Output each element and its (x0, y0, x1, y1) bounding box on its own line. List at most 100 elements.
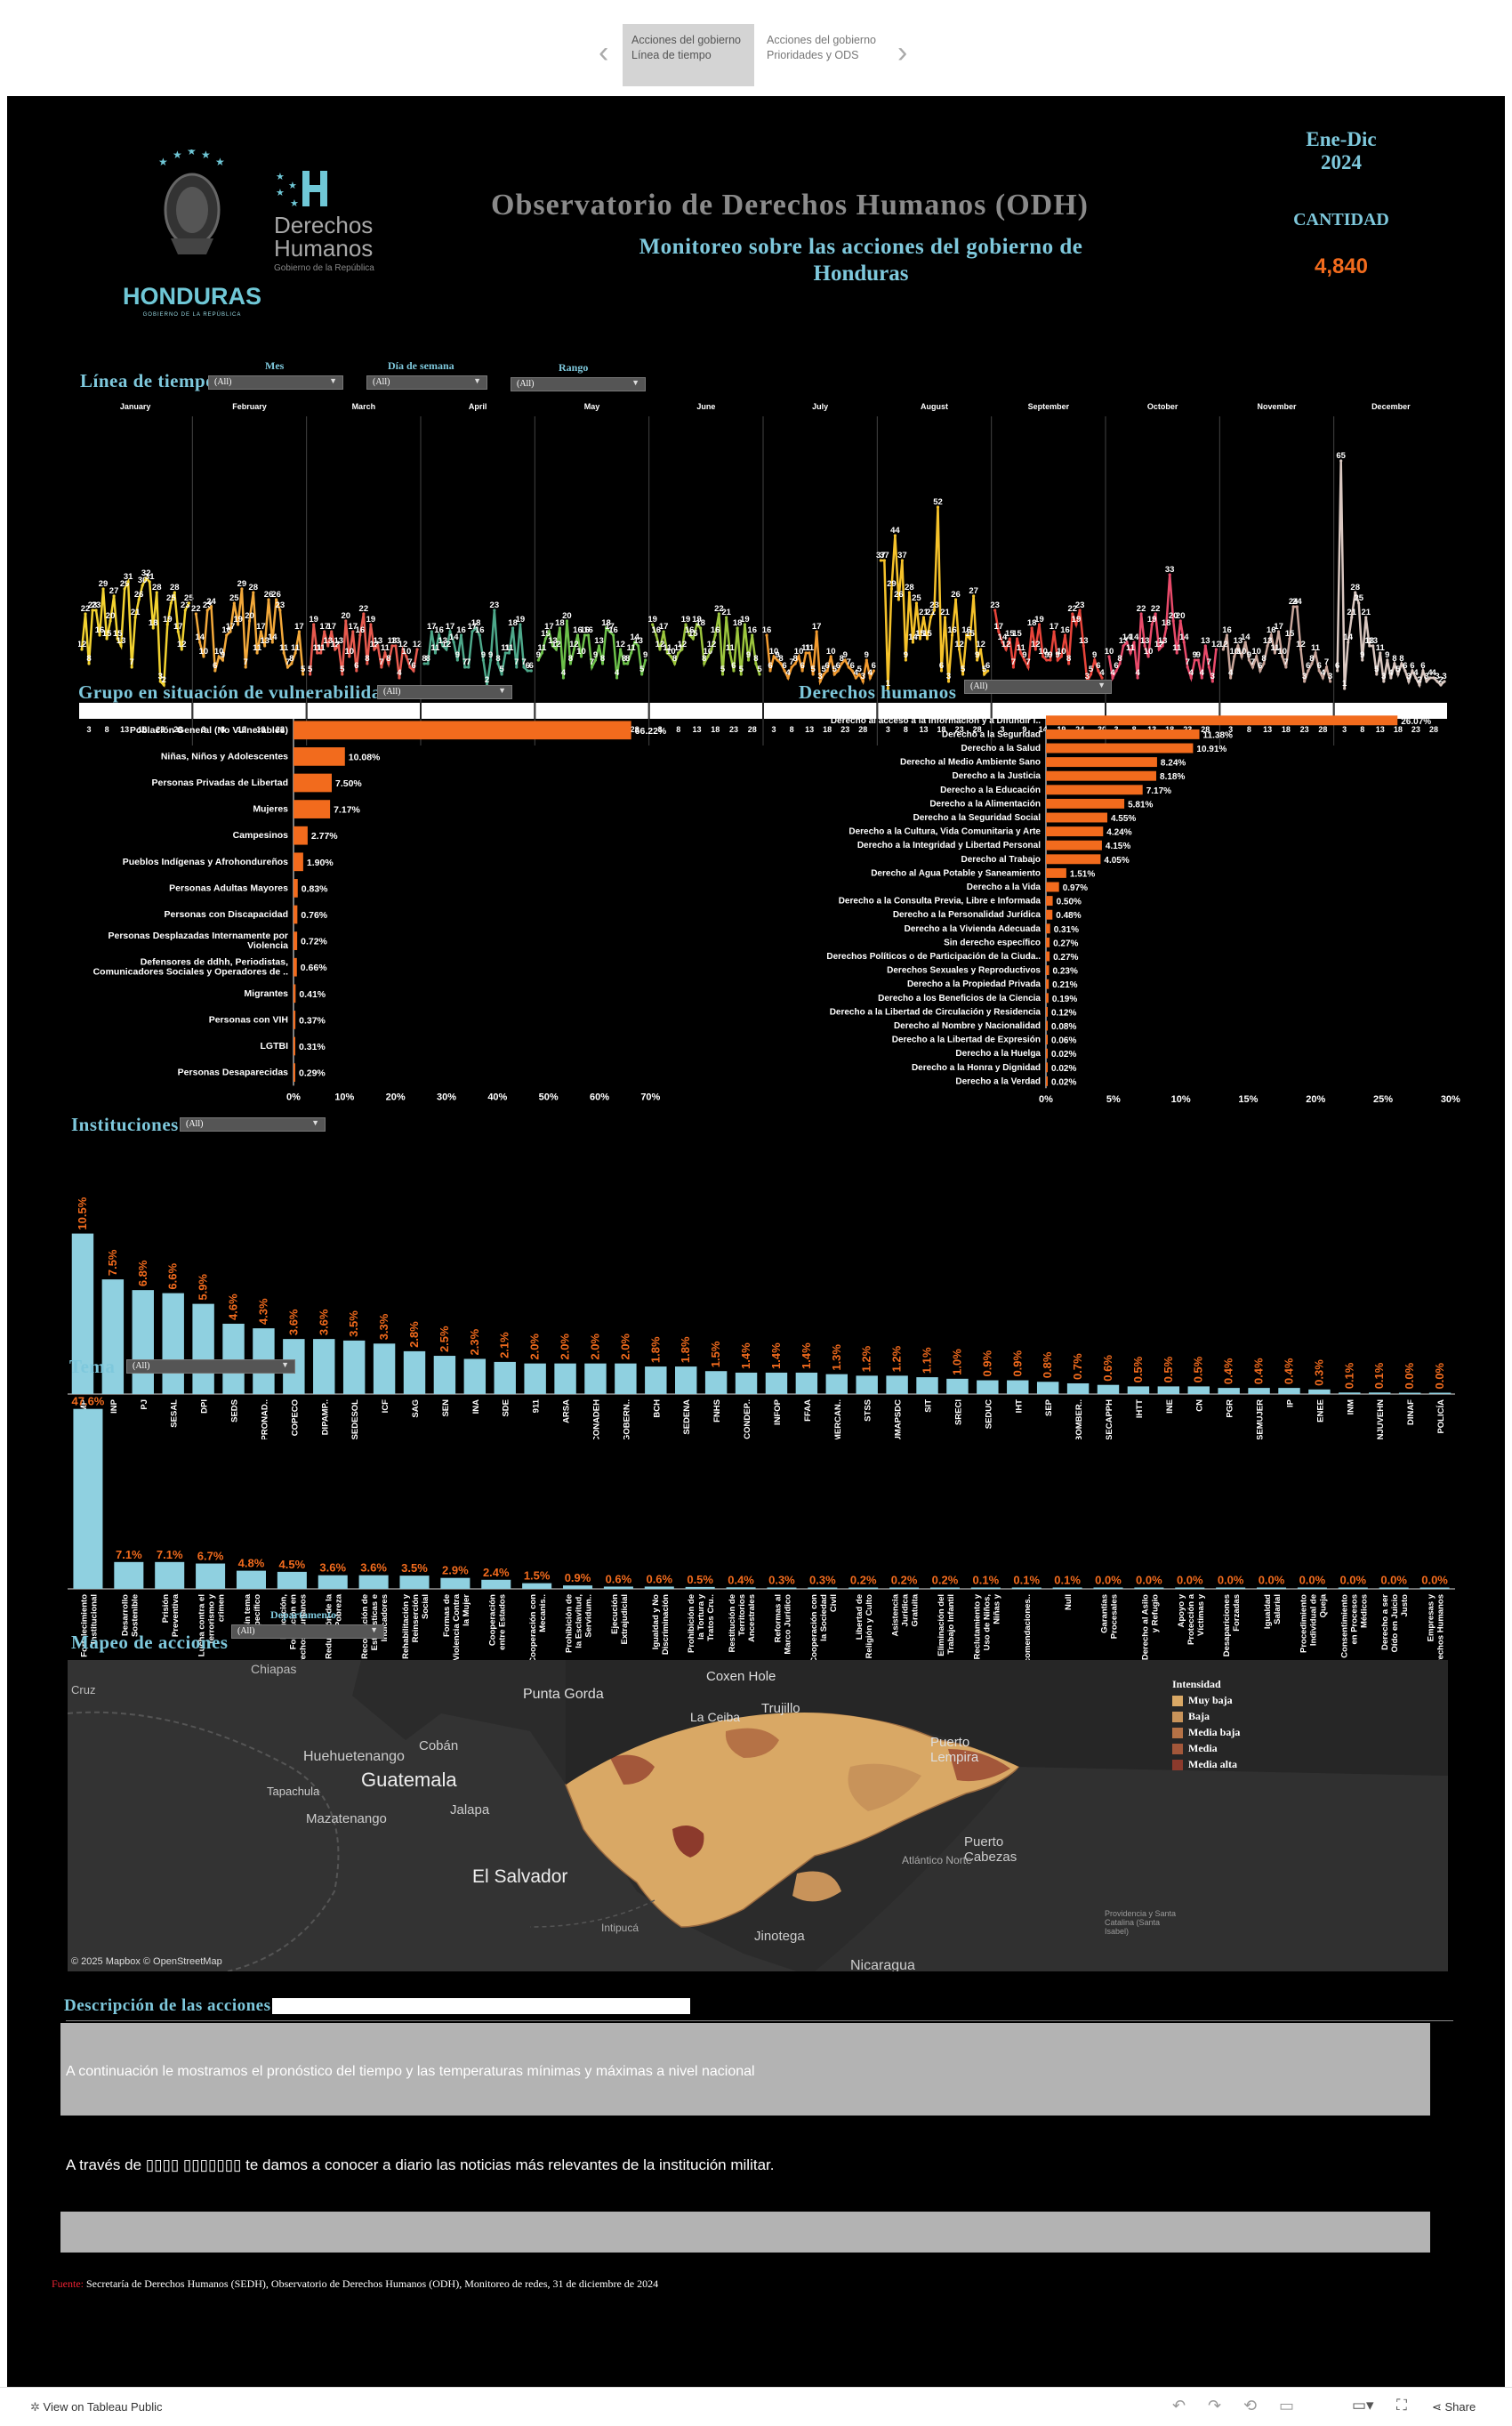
timeline-point[interactable] (1229, 676, 1233, 680)
bar[interactable] (929, 1587, 960, 1590)
timeline-point[interactable] (1097, 669, 1100, 673)
bar[interactable] (294, 852, 303, 872)
timeline-point[interactable] (637, 644, 640, 648)
timeline-point[interactable] (936, 505, 940, 509)
timeline-point[interactable] (717, 612, 720, 616)
timeline-point[interactable] (665, 651, 669, 655)
timeline-point[interactable] (496, 662, 500, 665)
timeline-point[interactable] (593, 658, 598, 662)
bar[interactable] (222, 1323, 245, 1394)
timeline-point[interactable] (1125, 641, 1129, 644)
timeline-point[interactable] (728, 651, 732, 655)
timeline-point[interactable] (255, 651, 259, 655)
timeline-point[interactable] (376, 644, 380, 648)
next-story-arrow[interactable]: › (897, 36, 908, 69)
bar[interactable] (765, 1372, 788, 1394)
bar[interactable] (101, 1279, 125, 1394)
timeline-point[interactable] (1146, 655, 1150, 658)
bar[interactable] (73, 1408, 103, 1589)
timeline-point[interactable] (961, 673, 965, 676)
timeline-point[interactable] (1418, 683, 1421, 687)
bar[interactable] (1127, 1386, 1150, 1394)
timeline-point[interactable] (358, 633, 362, 637)
timeline-point[interactable] (840, 662, 843, 665)
timeline-point[interactable] (1074, 623, 1078, 626)
timeline-point[interactable] (540, 651, 543, 655)
timeline-point[interactable] (1161, 644, 1164, 648)
timeline-point[interactable] (554, 648, 558, 651)
bar[interactable] (1175, 1587, 1205, 1590)
bar[interactable] (735, 1372, 758, 1394)
timeline-point[interactable] (1089, 673, 1093, 676)
timeline-point[interactable] (1059, 655, 1063, 658)
timeline-point[interactable] (597, 644, 601, 648)
timeline-point[interactable] (684, 623, 688, 626)
bar[interactable] (313, 1339, 335, 1394)
timeline-point[interactable] (1247, 658, 1251, 662)
bar[interactable] (1046, 743, 1194, 754)
bar[interactable] (1046, 965, 1050, 976)
timeline-point[interactable] (348, 655, 351, 658)
timeline-point[interactable] (1276, 630, 1281, 633)
timeline-point[interactable] (1269, 633, 1273, 637)
timeline-point[interactable] (836, 669, 840, 673)
timeline-point[interactable] (282, 651, 286, 655)
bar[interactable] (1007, 1380, 1029, 1394)
bar[interactable] (1046, 840, 1102, 850)
legend-item[interactable]: Media baja (1172, 1726, 1279, 1739)
bar[interactable] (1052, 1587, 1082, 1590)
bar[interactable] (71, 1233, 94, 1394)
timeline-point[interactable] (768, 669, 772, 673)
bar[interactable] (294, 879, 298, 898)
timeline-point[interactable] (822, 673, 825, 676)
timeline-point[interactable] (237, 623, 240, 626)
timeline-point[interactable] (626, 662, 630, 665)
timeline-point[interactable] (373, 648, 376, 651)
timeline-point[interactable] (583, 633, 587, 637)
timeline-point[interactable] (957, 648, 961, 651)
timeline-point[interactable] (886, 687, 889, 690)
timeline-point[interactable] (1432, 676, 1436, 680)
bar[interactable] (1046, 854, 1101, 865)
device-preview-icon[interactable]: ▭▾ (1352, 2397, 1374, 2414)
timeline-point[interactable] (1063, 633, 1067, 637)
timeline-point[interactable] (1143, 644, 1146, 648)
timeline-point[interactable] (119, 644, 123, 648)
timeline-point[interactable] (1436, 680, 1439, 683)
bar[interactable] (294, 984, 296, 1003)
timeline-point[interactable] (433, 651, 438, 655)
bar[interactable] (294, 1011, 296, 1029)
bar[interactable] (726, 1587, 756, 1589)
bar[interactable] (1046, 785, 1143, 795)
timeline-point[interactable] (986, 669, 990, 673)
bar[interactable] (1398, 1392, 1421, 1395)
timeline-point[interactable] (568, 662, 573, 665)
timeline-point[interactable] (572, 648, 576, 651)
timeline-point[interactable] (1425, 680, 1428, 683)
timeline-point[interactable] (1364, 616, 1368, 619)
timeline-point[interactable] (137, 598, 141, 601)
timeline-point[interactable] (112, 594, 116, 598)
bar[interactable] (808, 1587, 838, 1590)
bar[interactable] (1257, 1587, 1287, 1590)
timeline-point[interactable] (607, 630, 612, 633)
timeline-point[interactable] (889, 587, 893, 591)
timeline-point[interactable] (932, 609, 937, 612)
timeline-point[interactable] (319, 651, 323, 655)
timeline-point[interactable] (1186, 665, 1189, 669)
timeline-point[interactable] (1329, 680, 1332, 683)
timeline-point[interactable] (736, 626, 739, 630)
timeline-point[interactable] (387, 662, 390, 665)
timeline-point[interactable] (1023, 658, 1026, 662)
timeline-point[interactable] (758, 673, 761, 676)
timeline-point[interactable] (337, 644, 341, 648)
bar[interactable] (767, 1587, 797, 1590)
timeline-point[interactable] (390, 644, 394, 648)
timeline-point[interactable] (882, 559, 886, 562)
timeline-point[interactable] (921, 616, 926, 619)
timeline-point[interactable] (109, 619, 112, 623)
share-button[interactable]: ⋖ Share (1432, 2400, 1476, 2414)
timeline-point[interactable] (366, 662, 369, 665)
bar[interactable] (1046, 1035, 1048, 1045)
bar[interactable] (970, 1587, 1001, 1590)
